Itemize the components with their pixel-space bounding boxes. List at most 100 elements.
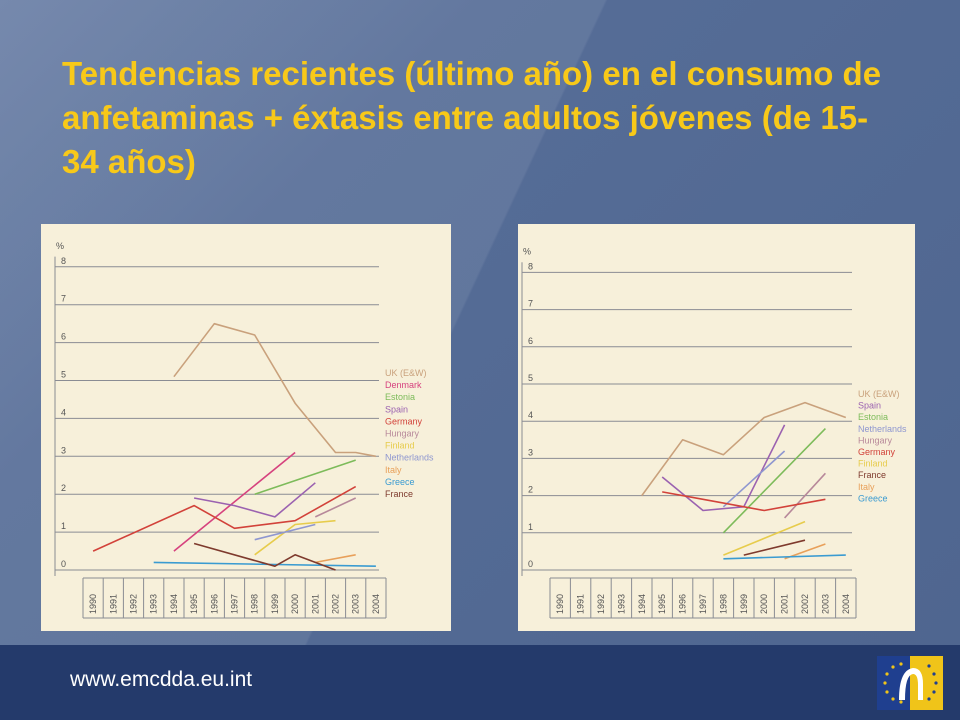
legend-entry: Hungary [858,435,893,445]
series-line-netherlands [254,523,316,541]
series-line-spain [193,482,316,518]
legend-entry: UK (E&W) [858,389,900,399]
legend-entry: Greece [858,493,888,503]
series-line-finland [254,519,336,556]
x-tick-label: 1993 [616,594,626,614]
legend-entry: Germany [385,416,423,426]
series-line-netherlands [722,450,786,508]
y-tick-label: 6 [528,336,533,346]
legend-entry: UK (E&W) [385,368,427,378]
x-tick-label: 1994 [637,594,647,614]
x-tick-label: 1992 [129,594,139,614]
y-axis-label: % [56,241,64,251]
x-tick-label: 1995 [189,594,199,614]
line-chart-left: % 0 1 2 3 4 5 6 7 8 1990 1991 1992 1993 1994 1995 1996 19… [54,241,434,619]
x-tick-label: 1999 [739,594,749,614]
y-tick-label: 3 [61,445,66,455]
legend-entry: Greece [385,477,415,487]
legend-entry: Italy [385,465,402,475]
x-tick-label: 2001 [780,594,790,614]
x-tick-label: 1990 [555,594,565,614]
series-line-denmark [173,451,296,552]
y-tick-label: 8 [528,261,533,271]
y-tick-label: 1 [528,522,533,532]
line-chart-right: % 0 1 2 3 4 5 6 7 8 1990 1991 1992 1993 1994 1995 1996 19… [521,246,907,619]
series-line-spain [661,424,786,512]
x-tick-label: 2003 [351,594,361,614]
y-tick-label: 5 [61,370,66,380]
x-tick-label: 2002 [331,594,341,614]
series-line-estonia [254,459,356,495]
legend-entry: Netherlands [385,453,434,463]
x-tick-label: 2000 [290,594,300,614]
x-tick-label: 1998 [718,594,728,614]
slide-title: Tendencias recientes (último año) en el … [62,55,882,180]
x-tick-label: 1997 [698,594,708,614]
y-tick-label: 4 [61,407,66,417]
y-tick-label: 6 [61,332,66,342]
x-tick-label: 1991 [108,594,118,614]
series-line-estonia [722,428,826,534]
series-line-uk-e-w- [641,401,847,497]
x-tick-label: 1997 [230,594,240,614]
x-tick-label: 2000 [759,594,769,614]
y-tick-label: 5 [528,373,533,383]
y-tick-label: 1 [61,521,66,531]
x-tick-label: 1995 [657,594,667,614]
legend-entry: France [858,470,886,480]
chart-panel-left: % 0 1 2 3 4 5 6 7 8 1990 1991 1992 1993 1994 1995 1996 19… [41,224,451,631]
x-tick-label: 1996 [209,594,219,614]
legend-entry: Spain [385,404,408,414]
legend-entry: Germany [858,447,896,457]
footer-url[interactable]: www.emcdda.eu.int [70,668,253,691]
series-line-france [193,542,336,571]
legend-entry: Finland [385,441,415,451]
y-tick-label: 3 [528,447,533,457]
y-tick-label: 2 [61,483,66,493]
series-line-greece [723,554,846,560]
series-line-finland [723,520,806,556]
series-line-hungary [784,472,826,519]
series-line-france [743,539,806,556]
series-line-uk-e-w- [173,322,377,458]
legend-entry: Hungary [385,429,420,439]
legend-entry: Finland [858,459,888,469]
legend-entry: Spain [858,401,881,411]
y-tick-label: 0 [61,559,66,569]
x-tick-label: 1990 [88,594,98,614]
emcdda-logo [877,656,943,710]
chart-panel-right: % 0 1 2 3 4 5 6 7 8 1990 1991 1992 1993 1994 1995 1996 19… [518,224,915,631]
y-tick-label: 0 [528,559,533,569]
y-tick-label: 7 [528,299,533,309]
y-tick-label: 8 [61,256,66,266]
series-line-germany [92,485,357,552]
y-axis-label: % [523,246,531,256]
x-tick-label: 1992 [596,594,606,614]
emcdda-logo-icon [877,656,943,710]
series-line-germany [662,491,826,512]
x-tick-label: 2002 [800,594,810,614]
x-tick-label: 2003 [820,594,830,614]
legend-entry: Estonia [858,412,888,422]
legend-entry: Italy [858,482,875,492]
x-tick-label: 2004 [841,594,851,614]
legend-entry: Estonia [385,392,415,402]
legend-entry: Netherlands [858,424,907,434]
legend-entry: France [385,489,413,499]
series-line-hungary [314,497,357,518]
series-line-greece [153,561,376,567]
y-tick-label: 2 [528,485,533,495]
legend-entry: Denmark [385,380,422,390]
footer-bar [0,645,960,720]
x-tick-label: 2004 [371,594,381,614]
x-tick-label: 1996 [678,594,688,614]
series-line-italy [315,554,356,564]
x-tick-label: 1991 [576,594,586,614]
y-tick-label: 7 [61,294,66,304]
x-tick-label: 1998 [250,594,260,614]
x-tick-label: 1993 [149,594,159,614]
x-tick-label: 1999 [270,594,280,614]
x-tick-label: 1994 [169,594,179,614]
y-tick-label: 4 [528,410,533,420]
x-tick-label: 2001 [310,594,320,614]
